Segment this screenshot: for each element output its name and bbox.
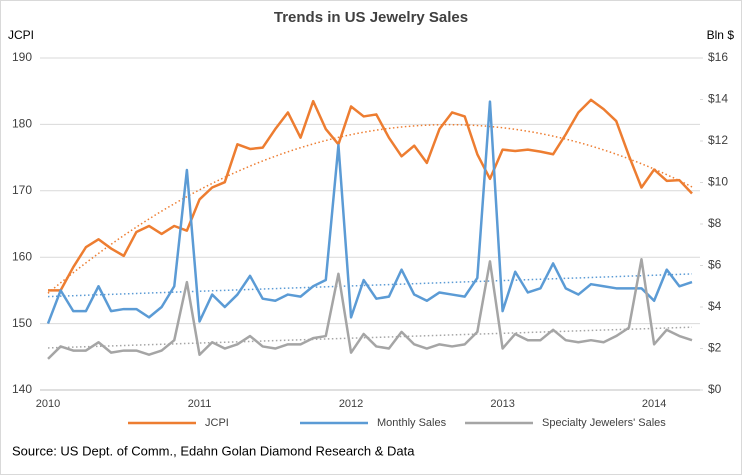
y2-tick-label: $8: [708, 216, 722, 230]
y-tick-label: 190: [12, 50, 32, 64]
source-note: Source: US Dept. of Comm., Edahn Golan D…: [12, 443, 415, 458]
y2-tick-label: $2: [708, 341, 722, 355]
y2-axis-title: Bln $: [707, 28, 735, 42]
x-tick-label: 2012: [339, 398, 363, 410]
series-line: [47, 258, 693, 360]
x-tick-label: 2010: [36, 398, 60, 410]
y2-tick-label: $12: [708, 133, 728, 147]
trendline: [47, 326, 693, 349]
trendline: [47, 273, 693, 298]
y2-tick-label: $6: [708, 258, 722, 272]
y-tick-label: 170: [12, 183, 32, 197]
y-tick-label: 160: [12, 249, 32, 263]
chart-title: Trends in US Jewelry Sales: [274, 9, 468, 26]
x-tick-label: 2014: [642, 398, 666, 410]
legend-label: Specialty Jewelers' Sales: [542, 417, 666, 429]
y2-tick-label: $4: [708, 299, 722, 313]
y2-tick-label: $0: [708, 382, 722, 396]
y2-tick-label: $14: [708, 92, 728, 106]
y-tick-label: 140: [12, 382, 32, 396]
y2-tick-label: $16: [708, 50, 728, 64]
legend-label: Monthly Sales: [377, 417, 447, 429]
series-line: [48, 98, 693, 292]
x-tick-label: 2011: [188, 398, 212, 410]
series-line: [46, 100, 693, 325]
y-axis-title: JCPI: [8, 28, 34, 42]
y-tick-label: 180: [12, 117, 32, 131]
x-tick-label: 2013: [490, 398, 514, 410]
y2-tick-label: $10: [708, 175, 728, 189]
trendline: [47, 123, 693, 294]
y-tick-label: 150: [12, 316, 32, 330]
legend-label: JCPI: [205, 417, 229, 429]
